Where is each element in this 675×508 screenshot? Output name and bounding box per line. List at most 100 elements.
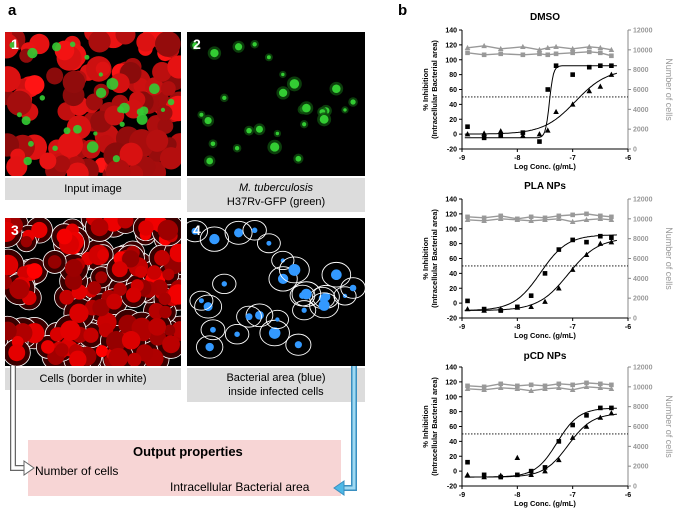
data-point-triangle (514, 304, 521, 310)
data-point-triangle (597, 215, 604, 222)
white-arrow (10, 366, 35, 476)
flow-arrows (10, 366, 357, 496)
bacterium (319, 114, 329, 124)
data-point-triangle (569, 218, 576, 225)
infected-cell-outline (224, 220, 253, 245)
bacterium (275, 131, 280, 136)
data-point-square (609, 405, 614, 411)
bacterium (332, 84, 341, 93)
y-tick-label: 140 (445, 28, 457, 35)
data-point-triangle (597, 384, 604, 391)
data-point-triangle (514, 454, 521, 460)
data-point-triangle (481, 130, 487, 136)
cell-nucleus (57, 131, 84, 158)
bacterium (28, 140, 34, 147)
caption-line-species: M. tuberculosis (239, 182, 313, 194)
cell-nucleus (5, 254, 19, 276)
bacterial-area (191, 227, 199, 235)
data-point-square (537, 139, 542, 144)
infected-cell-outline (271, 250, 295, 271)
bacterial-area-caption: Bacterial area (blue) inside infected ce… (187, 368, 365, 402)
data-point-square (586, 49, 592, 55)
infected-cell-outline (187, 220, 208, 243)
bacterium (234, 145, 240, 151)
bacterial-area (251, 227, 258, 234)
data-point-triangle (481, 307, 487, 313)
x-axis-label: Log Conc. (g/mL) (514, 162, 576, 171)
y2-tick-label: 12000 (633, 365, 653, 372)
y-tick-label: 100 (445, 394, 457, 401)
data-point-triangle (497, 472, 504, 478)
data-point-square (570, 72, 575, 77)
data-point-square (498, 133, 504, 138)
data-point-square (598, 381, 603, 387)
infected-cell-outline (309, 292, 340, 319)
bacterium (23, 156, 32, 166)
bacterial-area-micrograph (187, 220, 365, 359)
bacterium (222, 95, 227, 101)
cell-nucleus (60, 320, 81, 341)
gfp-micrograph (190, 40, 358, 167)
infected-cell-outline (200, 319, 226, 341)
cell-nucleus (95, 61, 111, 77)
bacterium (281, 72, 285, 77)
y2-tick-label: 6000 (633, 424, 649, 431)
bacterium (167, 98, 175, 106)
x-axis-label: Log Conc. (g/mL) (514, 499, 576, 508)
x-tick-label: -8 (514, 324, 520, 331)
cell-nucleus (136, 32, 156, 52)
data-point-triangle (556, 384, 562, 391)
y-tick-label: -20 (447, 147, 457, 154)
infected-cell-outline (279, 256, 310, 284)
y-tick-label: 80 (449, 409, 457, 416)
data-point-square (598, 50, 603, 56)
cell-nucleus (8, 344, 26, 362)
data-point-triangle (464, 385, 471, 392)
bacterium (69, 41, 76, 48)
bacterium (149, 83, 160, 95)
data-point-square (481, 52, 487, 58)
data-point-triangle (586, 87, 593, 94)
y-axis-label-sub: (Intracellular Bacterial area) (430, 40, 439, 139)
cell-nucleus (159, 147, 181, 170)
infected-cell-outline (212, 273, 237, 295)
x-tick-label: -9 (459, 155, 465, 162)
data-point-triangle (464, 131, 471, 137)
tile-number-1: 1 (11, 36, 19, 52)
cell-nucleus (148, 317, 167, 336)
x-tick-label: -7 (570, 492, 576, 499)
cell-nucleus (88, 32, 111, 53)
bacterium (112, 155, 120, 163)
data-point-triangle (497, 306, 504, 312)
data-point-square (598, 233, 603, 239)
data-point-square (556, 439, 562, 444)
tile-number-3: 3 (11, 222, 19, 238)
y-tick-label: 20 (449, 454, 457, 461)
caption-line: Input image (64, 183, 122, 195)
cell-nucleus (31, 221, 48, 239)
data-point-square (537, 51, 542, 57)
dose-response-chart-pla: -20 0 20 40 60 80 100 120 140 0 2000 4000 6000 8000 10… (421, 197, 674, 341)
cell-nucleus (105, 159, 131, 176)
y-axis-label: % Inhibition (421, 237, 430, 280)
cell-nucleus (106, 330, 127, 352)
bacterium (266, 55, 271, 60)
data-point-square (481, 135, 487, 141)
cell-nucleus (5, 66, 21, 92)
output-properties-box (28, 440, 341, 496)
bacterium (210, 48, 219, 58)
cell-nucleus (135, 265, 148, 278)
data-point-triangle (464, 471, 471, 478)
data-point-square (570, 422, 575, 428)
infected-cell-outline (196, 335, 224, 359)
cell-nucleus (46, 67, 64, 85)
infected-cell-outline (285, 333, 312, 356)
y2-tick-label: 10000 (633, 384, 653, 391)
bacterial-area (234, 228, 244, 238)
data-point-triangle (556, 215, 562, 222)
infected-cell-outline (268, 266, 298, 292)
y-tick-label: 40 (449, 439, 457, 446)
cell-nucleus (47, 255, 62, 269)
data-point-triangle (528, 303, 534, 310)
cell-nucleus (161, 81, 176, 96)
